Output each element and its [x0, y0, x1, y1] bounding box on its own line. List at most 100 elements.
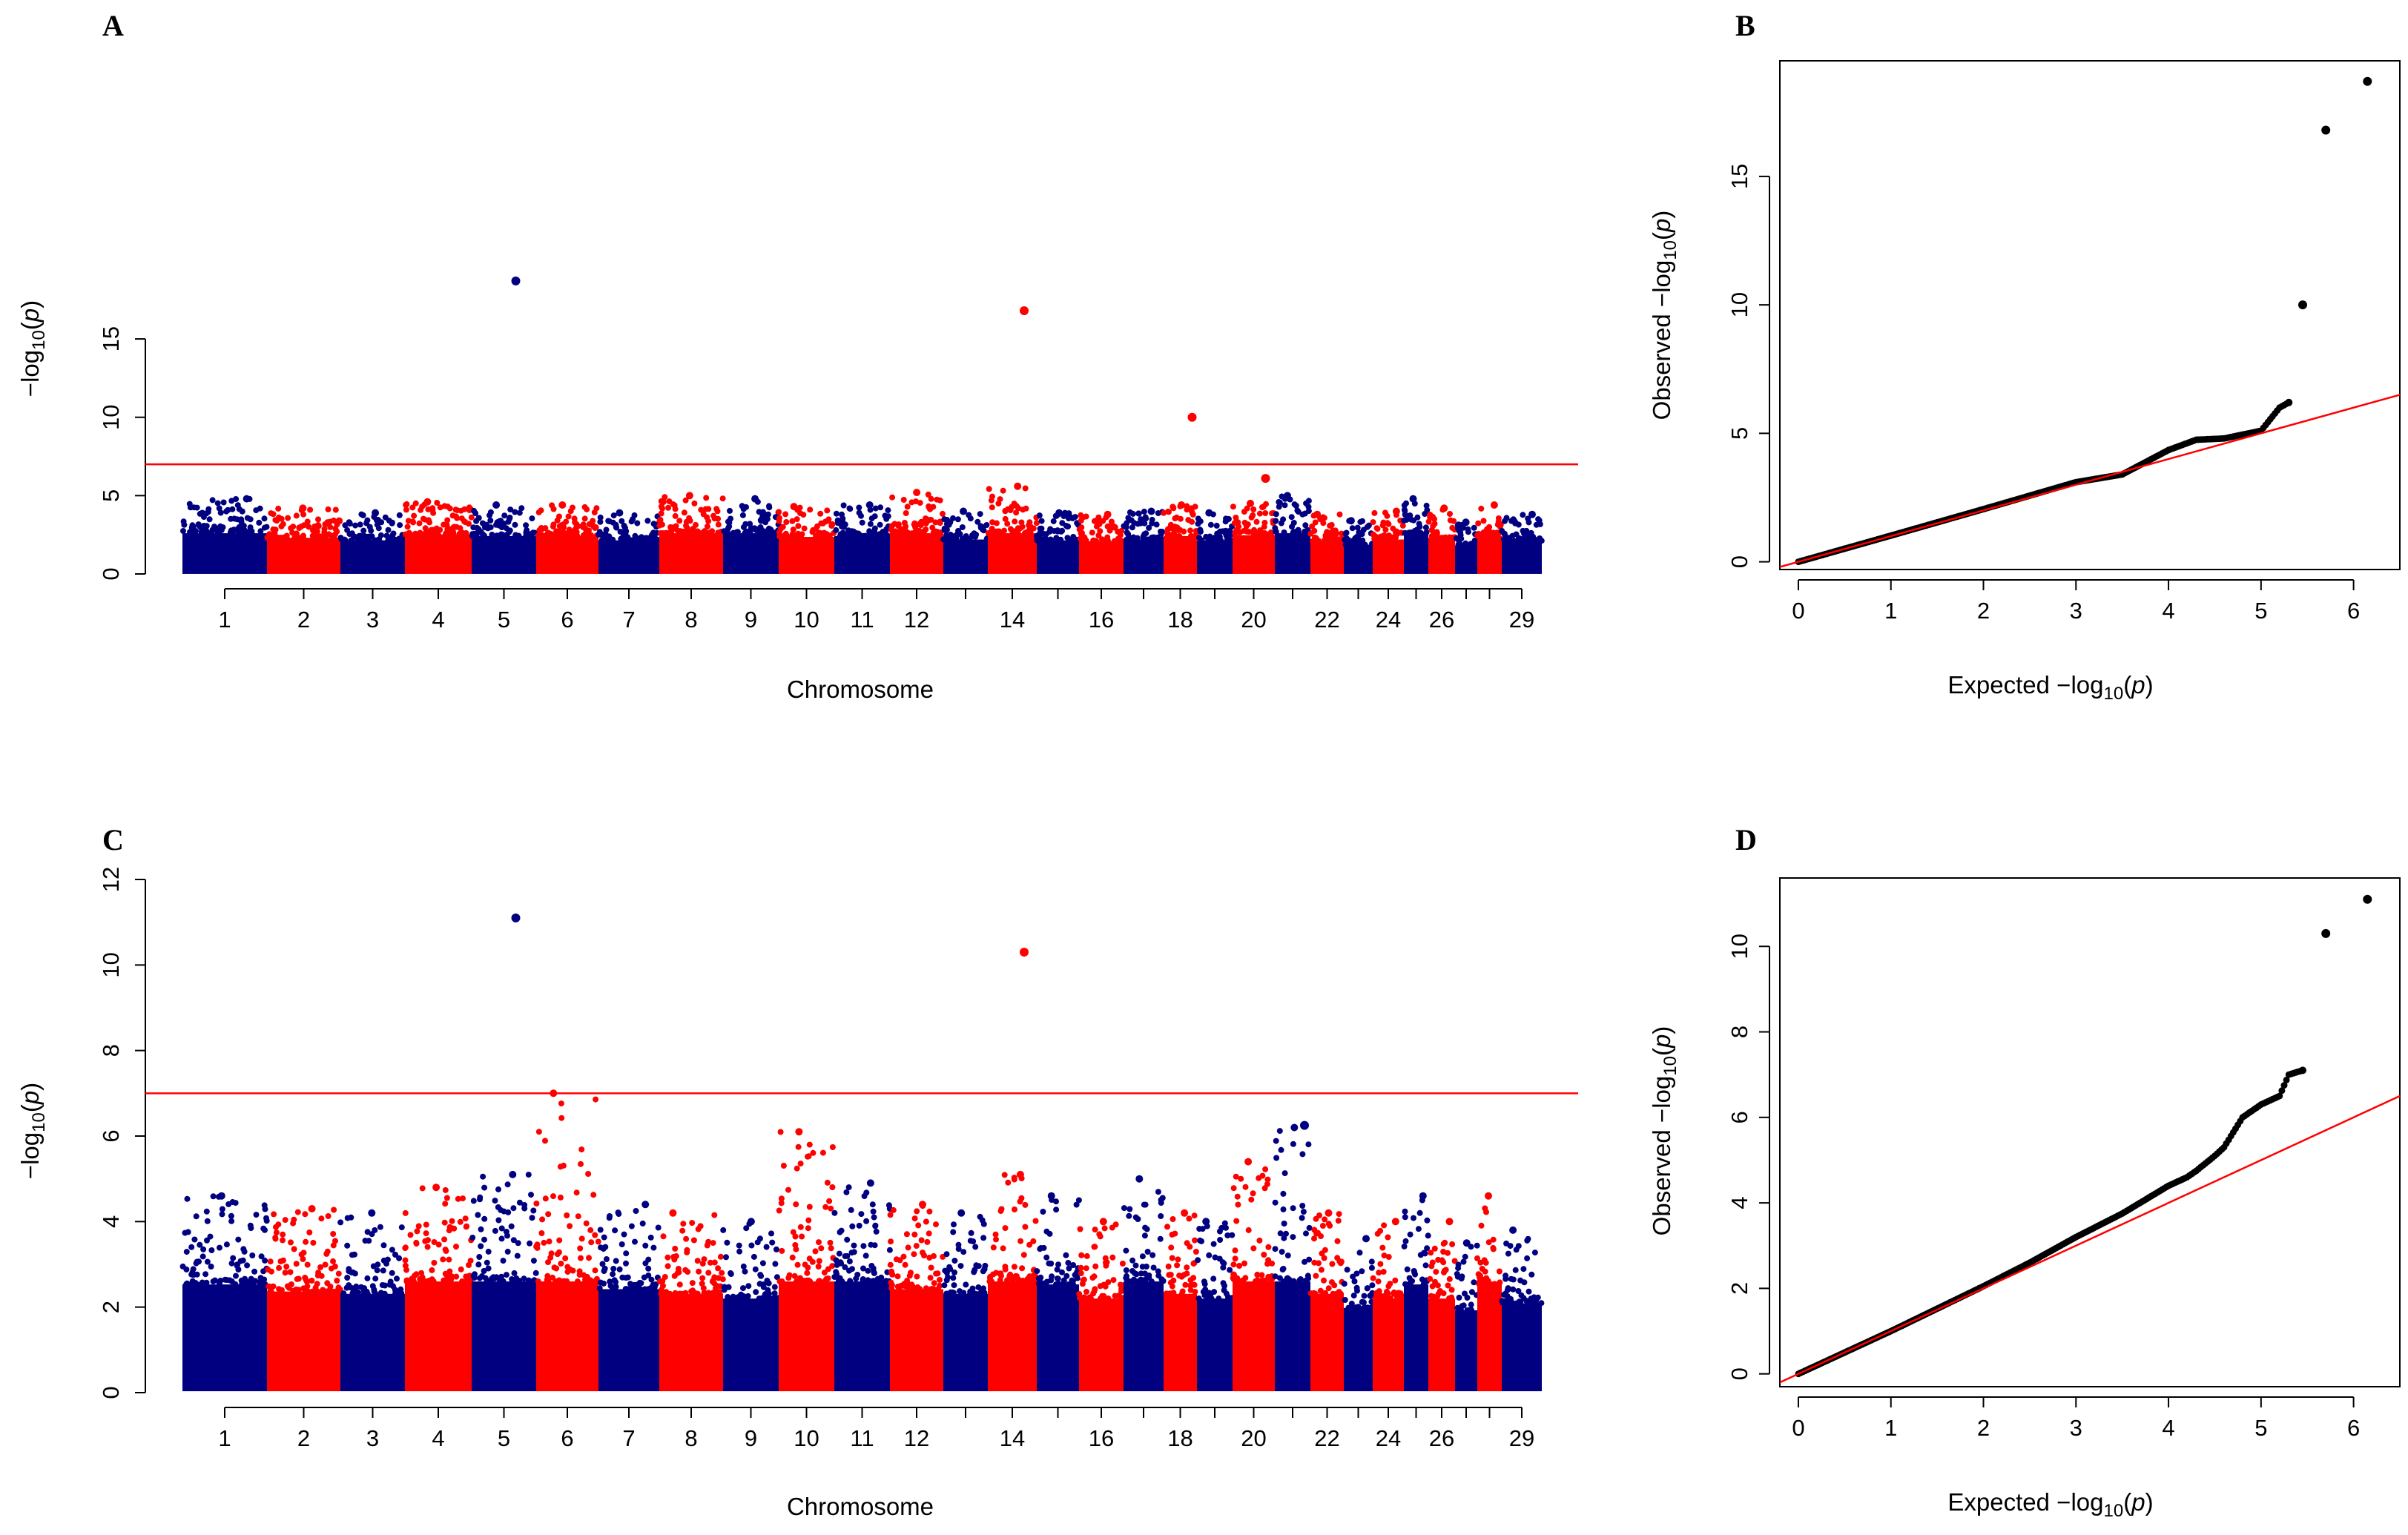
snp-point — [630, 516, 636, 523]
chromosome-18-points — [1161, 501, 1199, 574]
snp-point — [997, 1270, 1004, 1277]
snp-point — [807, 506, 814, 513]
snp-point — [1105, 1295, 1112, 1301]
snp-point — [851, 532, 857, 539]
snp-point — [856, 509, 862, 516]
snp-point — [1531, 536, 1538, 543]
snp-density-band — [598, 540, 659, 574]
snp-point — [564, 1278, 570, 1284]
snp-point — [1158, 1276, 1165, 1283]
snp-point — [1155, 1268, 1161, 1275]
snp-point — [1259, 1272, 1265, 1278]
snp-peak-point — [1440, 504, 1448, 512]
snp-peak-point — [747, 1218, 755, 1226]
snp-point — [676, 1290, 683, 1297]
x-axis-label-d: Expected −log10(p) — [1947, 1488, 2153, 1521]
snp-point — [1158, 1213, 1164, 1219]
snp-point — [809, 1258, 816, 1265]
snp-point — [1446, 534, 1453, 541]
snp-point — [1149, 1252, 1156, 1258]
snp-density-band — [779, 1281, 834, 1392]
snp-point — [1401, 1243, 1408, 1250]
snp-point — [1480, 532, 1487, 539]
snp-point — [1483, 1275, 1490, 1281]
snp-point — [1146, 524, 1152, 531]
snp-peak-point — [1392, 507, 1400, 515]
snp-point — [975, 1263, 982, 1270]
snp-point — [364, 1229, 371, 1235]
snp-point — [1235, 1201, 1241, 1208]
snp-point — [478, 1243, 484, 1250]
snp-point — [358, 511, 365, 518]
snp-peak-point — [751, 495, 759, 503]
snp-point — [582, 525, 588, 532]
snp-point — [888, 1285, 895, 1292]
chromosome-9-points — [721, 495, 782, 574]
snp-point — [934, 1270, 941, 1277]
snp-point — [466, 521, 472, 527]
x-tick-label: 20 — [1241, 607, 1266, 633]
snp-point — [567, 508, 574, 515]
snp-point — [770, 529, 776, 536]
snp-point — [443, 1272, 450, 1278]
snp-point — [1319, 1223, 1326, 1229]
snp-point — [1276, 504, 1282, 510]
snp-point — [396, 512, 403, 518]
snp-peak-point — [1445, 1218, 1454, 1226]
snp-point — [1431, 1245, 1438, 1252]
snp-point — [902, 1261, 908, 1268]
snp-point — [1109, 1254, 1116, 1261]
snp-point — [860, 1277, 866, 1284]
snp-point — [908, 499, 915, 506]
snp-point — [1013, 1273, 1020, 1279]
snp-point — [317, 1264, 324, 1270]
snp-point — [331, 1206, 337, 1213]
snp-point — [1092, 1227, 1098, 1233]
snp-point — [1170, 504, 1176, 510]
snp-point — [291, 1246, 297, 1252]
snp-point — [977, 1213, 983, 1220]
snp-point — [577, 1245, 584, 1252]
snp-point — [1186, 1215, 1193, 1222]
snp-point — [719, 1270, 725, 1276]
snp-point — [934, 496, 940, 503]
y-tick-label: 8 — [98, 1044, 124, 1057]
snp-point — [228, 515, 234, 522]
snp-point — [702, 506, 709, 512]
snp-point — [1192, 1237, 1198, 1244]
snp-density-band — [988, 533, 1037, 574]
snp-point — [600, 1246, 607, 1252]
snp-point — [650, 1282, 656, 1288]
snp-point — [877, 521, 883, 528]
snp-point — [1112, 1293, 1118, 1299]
snp-point — [412, 530, 419, 537]
snp-point — [1092, 1244, 1098, 1250]
snp-point — [721, 1287, 728, 1293]
snp-point — [1000, 487, 1006, 494]
snp-point — [1407, 512, 1414, 519]
snp-point — [885, 532, 891, 539]
snp-point — [1150, 534, 1157, 541]
snp-point — [1110, 1277, 1117, 1284]
snp-density-band — [1197, 540, 1233, 574]
snp-point — [1518, 536, 1525, 543]
snp-point — [726, 523, 733, 529]
snp-point — [778, 1200, 785, 1206]
snp-point — [816, 1278, 822, 1284]
snp-point — [1011, 1264, 1017, 1270]
snp-point — [1233, 1173, 1239, 1180]
snp-point — [1535, 516, 1542, 523]
snp-point — [234, 502, 241, 509]
snp-point — [699, 1275, 706, 1281]
snp-point — [693, 1290, 699, 1297]
snp-point — [1454, 1271, 1460, 1277]
snp-point — [1441, 1267, 1448, 1274]
snp-peak-point — [1419, 1192, 1427, 1200]
snp-point — [1220, 1280, 1227, 1287]
snp-point — [1103, 1259, 1109, 1266]
snp-point — [872, 505, 879, 512]
snp-point — [444, 517, 451, 524]
snp-point — [684, 525, 690, 532]
snp-point — [250, 1281, 257, 1287]
